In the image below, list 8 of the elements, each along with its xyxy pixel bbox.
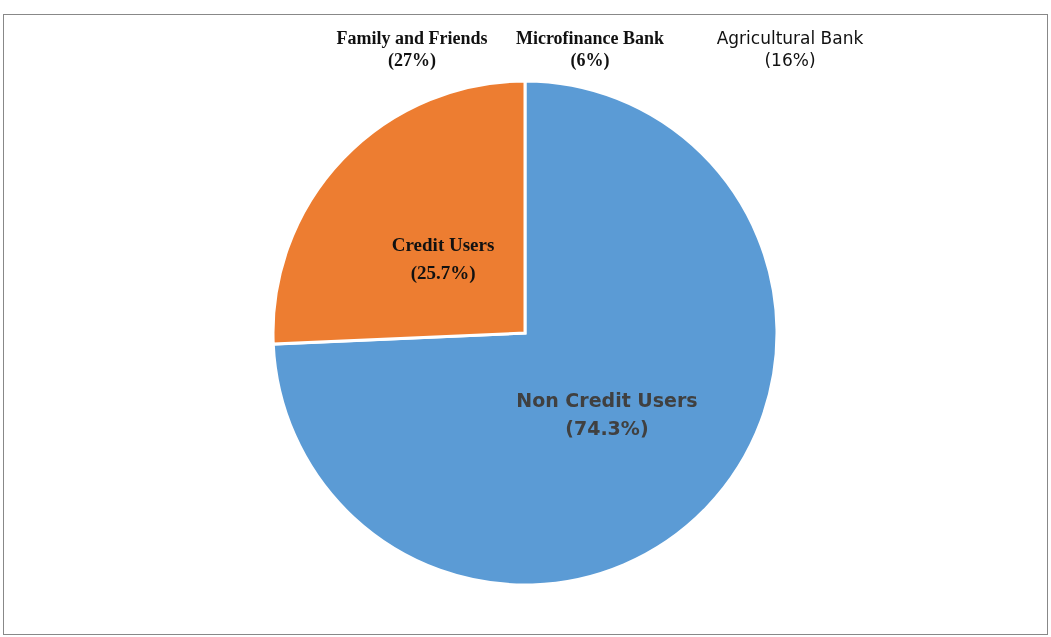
text: Agricultural Bank (16%)	[716, 28, 864, 70]
data-label: (74.3%)	[565, 417, 649, 440]
data-label: (25.7%)	[410, 261, 476, 284]
pie-slice	[271, 79, 779, 587]
text: Microfinance Bank (6%)	[515, 28, 665, 71]
slice-label: Non Credit Users	[516, 389, 698, 412]
text: Family and Friends (27%)	[336, 28, 488, 71]
slice-label: Credit Users	[391, 233, 495, 255]
